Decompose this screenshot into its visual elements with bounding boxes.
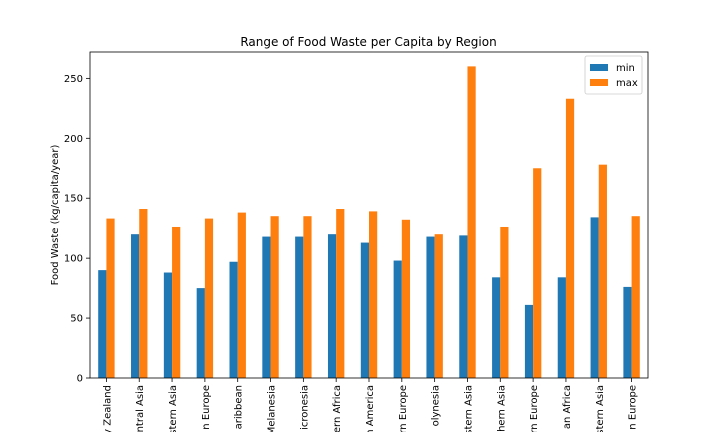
y-axis-label: Food Waste (kg/capita/year) <box>50 145 61 286</box>
bar-max <box>270 216 279 378</box>
chart-title: Range of Food Waste per Capita by Region <box>240 35 496 49</box>
x-tick-label: n Europe <box>201 385 212 430</box>
y-tick-label: 100 <box>64 254 83 265</box>
bar-max <box>598 164 607 378</box>
bar-min <box>590 217 599 378</box>
bar-max <box>303 216 312 378</box>
bar-max <box>172 226 181 378</box>
bar-max <box>434 234 443 378</box>
y-tick-label: 250 <box>64 74 83 85</box>
x-tick-label: stern Asia <box>595 385 606 432</box>
bar-min <box>131 234 140 378</box>
bar-max <box>237 212 246 378</box>
bar-min <box>393 260 402 378</box>
bar-max <box>336 209 345 378</box>
bar-min <box>360 242 369 378</box>
bar-min <box>229 261 238 378</box>
bar-min <box>524 304 534 378</box>
x-tick-label: aribbean <box>234 385 245 429</box>
bar-max <box>467 66 476 378</box>
bar-min <box>98 270 107 378</box>
bar-max <box>204 218 214 378</box>
axes: 0 50 100 150 200 250 y Zealand ntral Asia stern … <box>64 51 649 432</box>
x-tick-label: thern Asia <box>496 385 507 432</box>
x-tick-label: n Europe <box>628 385 639 430</box>
bar-max <box>631 216 640 378</box>
x-tick-label: rn Europe <box>398 385 409 432</box>
y-tick-label: 50 <box>70 314 83 325</box>
bar-min <box>327 234 337 378</box>
bar-min <box>492 277 501 378</box>
plot-area <box>98 66 640 378</box>
x-tick-label: stern Asia <box>463 385 474 432</box>
bar-min <box>623 286 632 378</box>
bar-max <box>139 209 148 378</box>
bar-max <box>533 168 542 378</box>
x-tick-label: icronesia <box>299 385 310 430</box>
x-tick-label: rn Europe <box>529 385 540 432</box>
bar-max <box>565 98 575 378</box>
bar-min <box>459 235 468 378</box>
bar-max <box>106 218 115 378</box>
legend-swatch-max <box>590 79 608 86</box>
x-tick-label: an Africa <box>562 385 573 429</box>
x-tick-label: olynesia <box>431 385 442 426</box>
legend-label-max: max <box>616 78 638 89</box>
bar-max <box>500 226 509 378</box>
y-tick-label: 200 <box>64 134 83 145</box>
x-tick-label: y Zealand <box>102 385 113 432</box>
bar-min <box>426 236 435 378</box>
bar-min <box>196 288 205 378</box>
x-tick-label: n America <box>365 385 376 432</box>
bar-min <box>262 236 271 378</box>
bar-min <box>557 277 566 378</box>
bar-max <box>369 211 378 378</box>
x-tick-label: Melanesia <box>267 385 278 432</box>
x-tick-label: ntral Asia <box>135 385 146 432</box>
bar-min <box>163 272 173 378</box>
bar-min <box>295 236 304 378</box>
legend: min max <box>584 55 643 95</box>
x-tick-label: stern Asia <box>168 385 179 432</box>
y-tick-label: 150 <box>64 194 83 205</box>
legend-swatch-min <box>590 64 608 71</box>
y-tick-label: 0 <box>77 374 83 385</box>
x-tick-label: ern Africa <box>332 385 343 432</box>
legend-label-min: min <box>616 63 635 74</box>
bar-max <box>401 219 411 378</box>
